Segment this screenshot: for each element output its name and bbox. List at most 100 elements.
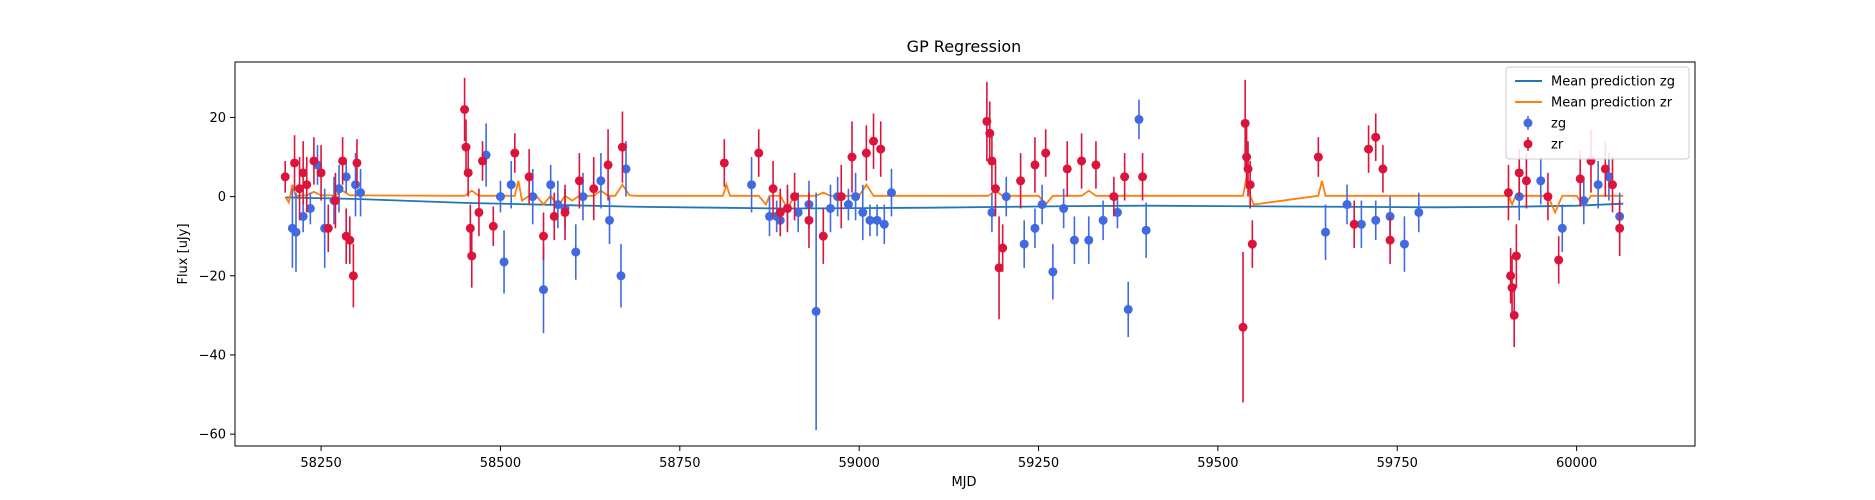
data-point-zr bbox=[1243, 164, 1253, 174]
x-axis: 58250 58500 58750 59000 59250 59500 59750 60000 bbox=[300, 446, 1597, 471]
data-point-zr bbox=[1313, 152, 1323, 162]
data-point-zr bbox=[1242, 152, 1252, 162]
data-point-zg bbox=[506, 180, 516, 190]
data-point-zg bbox=[1141, 225, 1151, 235]
legend-label: Mean prediction zr bbox=[1551, 96, 1673, 111]
data-point-zg bbox=[528, 192, 538, 202]
data-point-zr bbox=[1077, 156, 1087, 166]
legend-item-zr: zr bbox=[1523, 137, 1564, 153]
legend-box bbox=[1505, 66, 1690, 160]
data-point-zr bbox=[603, 160, 613, 170]
data-point-zr bbox=[345, 235, 355, 245]
legend-swatch-marker bbox=[1523, 118, 1533, 128]
data-point-zg bbox=[305, 203, 315, 213]
data-point-zg bbox=[747, 180, 757, 190]
data-point-zg bbox=[825, 203, 835, 213]
data-point-zg bbox=[1371, 215, 1381, 225]
data-point-zr bbox=[1554, 255, 1564, 265]
x-tick-label: 58250 bbox=[300, 456, 341, 471]
data-point-zr bbox=[560, 207, 570, 217]
data-point-zg bbox=[1557, 223, 1567, 233]
data-point-zg bbox=[1321, 227, 1331, 237]
data-point-zr bbox=[295, 184, 305, 194]
data-point-zg bbox=[553, 200, 563, 210]
data-point-zr bbox=[574, 176, 584, 186]
data-point-zr bbox=[348, 271, 358, 281]
legend: Mean prediction zg Mean prediction zr zg zr bbox=[1505, 66, 1690, 160]
data-point-zr bbox=[1062, 164, 1072, 174]
data-point-zr bbox=[782, 203, 792, 213]
y-tick-label: 20 bbox=[209, 111, 226, 126]
data-point-zr bbox=[309, 156, 319, 166]
data-point-zr bbox=[836, 192, 846, 202]
data-point-zg bbox=[605, 215, 615, 225]
data-point-zr bbox=[1615, 223, 1625, 233]
data-point-zr bbox=[1514, 168, 1524, 178]
data-point-zr bbox=[1371, 132, 1381, 142]
data-point-zg bbox=[1604, 172, 1614, 182]
data-point-zg bbox=[1342, 200, 1352, 210]
y-tick-label: −20 bbox=[199, 269, 226, 284]
legend-label: Mean prediction zg bbox=[1551, 75, 1675, 90]
y-axis: −60 −40 −20 0 20 bbox=[199, 111, 235, 443]
data-point-zr bbox=[1607, 180, 1617, 190]
data-point-zr bbox=[1507, 283, 1517, 293]
legend-label: zg bbox=[1551, 117, 1566, 132]
data-point-zg bbox=[578, 192, 588, 202]
data-point-zr bbox=[338, 156, 348, 166]
data-point-zg bbox=[596, 176, 606, 186]
data-point-zr bbox=[1503, 188, 1513, 198]
data-point-zg bbox=[1593, 180, 1603, 190]
data-point-zr bbox=[474, 207, 484, 217]
data-point-zr bbox=[1240, 118, 1250, 128]
data-point-zr bbox=[1385, 235, 1395, 245]
data-point-zg bbox=[1001, 192, 1011, 202]
x-axis-label: MJD bbox=[951, 475, 976, 490]
data-point-zg bbox=[793, 207, 803, 217]
x-tick-label: 60000 bbox=[1556, 456, 1597, 471]
data-point-zg bbox=[351, 180, 361, 190]
x-tick-label: 59000 bbox=[838, 456, 879, 471]
data-point-zr bbox=[352, 158, 362, 168]
y-tick-label: −40 bbox=[199, 348, 226, 363]
data-point-zg bbox=[1059, 203, 1069, 213]
data-point-zg bbox=[298, 211, 308, 221]
data-point-zr bbox=[461, 142, 471, 152]
legend-item-mean-prediction-zr: Mean prediction zr bbox=[1515, 96, 1673, 111]
data-point-zr bbox=[298, 168, 308, 178]
data-point-zr bbox=[790, 192, 800, 202]
data-point-zg bbox=[291, 227, 301, 237]
data-point-zg bbox=[1084, 235, 1094, 245]
data-point-zr bbox=[323, 223, 333, 233]
data-point-zr bbox=[754, 148, 764, 158]
data-point-zg bbox=[1019, 239, 1029, 249]
data-point-zr bbox=[1030, 160, 1040, 170]
y-tick-label: −60 bbox=[199, 428, 226, 443]
data-point-zr bbox=[987, 156, 997, 166]
chart-title: GP Regression bbox=[907, 37, 1022, 56]
data-point-zr bbox=[467, 251, 477, 261]
data-point-zr bbox=[1238, 322, 1248, 332]
data-point-zg bbox=[1048, 267, 1058, 277]
data-point-zr bbox=[478, 156, 488, 166]
data-point-zg bbox=[1069, 235, 1079, 245]
data-point-zg bbox=[621, 164, 631, 174]
data-point-zr bbox=[463, 168, 473, 178]
data-point-zg bbox=[843, 200, 853, 210]
data-point-zr bbox=[775, 207, 785, 217]
data-point-zg bbox=[872, 215, 882, 225]
data-point-zr bbox=[804, 215, 814, 225]
data-point-zr bbox=[617, 142, 627, 152]
data-point-zr bbox=[1091, 160, 1101, 170]
data-point-zg bbox=[886, 188, 896, 198]
data-point-zg bbox=[571, 247, 581, 257]
data-point-zr bbox=[510, 148, 520, 158]
data-point-zg bbox=[1098, 215, 1108, 225]
data-point-zr bbox=[861, 148, 871, 158]
data-point-zg bbox=[1134, 114, 1144, 124]
data-point-zg bbox=[539, 285, 549, 295]
data-point-zg bbox=[1123, 304, 1133, 314]
data-point-zr bbox=[589, 184, 599, 194]
data-point-zr bbox=[998, 243, 1008, 253]
data-point-zg bbox=[1112, 207, 1122, 217]
